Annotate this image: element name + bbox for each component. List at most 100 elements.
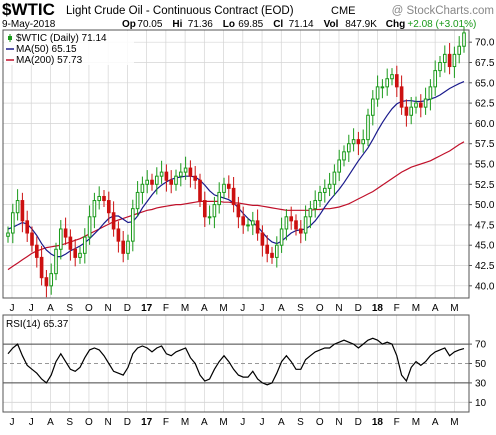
quote-label-vol: Vol <box>324 19 339 30</box>
price-candle <box>82 228 87 264</box>
rsi-label: RSI(14) 65.37 <box>6 319 69 330</box>
price-x-tick-label: A <box>47 303 54 314</box>
price-x-tick-label: J <box>10 303 15 314</box>
price-candle <box>255 209 260 241</box>
price-x-tick-label: 17 <box>141 303 153 314</box>
price-candle <box>154 167 159 195</box>
price-candle <box>145 170 150 194</box>
price-candle <box>409 97 414 125</box>
price-candle <box>250 211 255 236</box>
price-candle <box>10 203 15 244</box>
price-candle <box>342 145 346 167</box>
legend-background <box>4 31 134 65</box>
rsi-x-tick-label: S <box>66 417 73 428</box>
price-y-tick-label: 70.0 <box>475 38 495 49</box>
rsi-x-tick-label: A <box>432 417 439 428</box>
quote-value-chg: +2.08 (+3.01%) <box>407 19 476 30</box>
price-candle <box>126 234 130 260</box>
price-x-axis: J J A S O N D 17 F M A M J J A S O N D 18 F M A M <box>10 303 459 314</box>
quote-value-vol: 847.9K <box>345 19 377 30</box>
rsi-x-tick-label: 18 <box>372 417 384 428</box>
price-candle <box>30 226 34 252</box>
price-candle <box>198 173 202 208</box>
rsi-x-tick-label: A <box>201 417 208 428</box>
price-x-tick-label: N <box>335 303 342 314</box>
price-candle <box>58 220 63 260</box>
price-candle <box>438 55 442 78</box>
rsi-x-tick-label: J <box>240 417 245 428</box>
price-y-tick-label: 67.5 <box>475 58 495 69</box>
legend-entry-ma50: MA(50) 65.15 <box>6 44 77 55</box>
exchange-label: CME <box>331 5 355 17</box>
price-x-tick-label: A <box>278 303 285 314</box>
rsi-x-tick-label: D <box>124 417 131 428</box>
price-candle <box>111 201 116 237</box>
price-candle <box>222 177 226 199</box>
quote-label-hi: Hi <box>172 19 182 30</box>
price-candle <box>433 60 438 96</box>
price-x-tick-label: M <box>412 303 420 314</box>
price-candle <box>332 164 337 196</box>
rsi-x-axis: J J A S O N D 17 F M A M J J A S O N D 18 F M A M <box>10 417 459 428</box>
price-candle <box>327 172 332 197</box>
price-candle <box>404 99 409 127</box>
price-x-tick-label: N <box>105 303 112 314</box>
price-candle <box>337 149 342 182</box>
price-candles <box>6 26 466 298</box>
quote-value-cl: 71.14 <box>289 19 314 30</box>
price-x-tick-label: M <box>450 303 458 314</box>
price-y-tick-label: 62.5 <box>475 99 495 110</box>
price-candle <box>457 36 462 64</box>
price-candle <box>370 90 375 126</box>
price-y-tick-label: 65.0 <box>475 78 495 89</box>
price-candle <box>121 231 126 263</box>
rsi-x-tick-label: M <box>219 417 227 428</box>
rsi-y-tick-label: 50 <box>475 359 487 370</box>
price-y-tick-label: 55.0 <box>475 160 495 171</box>
quote-label-chg: Chg <box>386 19 405 30</box>
legend-entry-price: $WTIC (Daily) 71.14 <box>8 33 107 44</box>
price-candle <box>294 214 298 236</box>
price-candle <box>106 191 111 223</box>
ma50-path <box>7 81 465 258</box>
price-candle <box>385 68 390 96</box>
price-candle <box>298 220 303 244</box>
price-candle <box>303 205 308 241</box>
price-x-tick-label: J <box>240 303 245 314</box>
price-x-tick-label: S <box>297 303 304 314</box>
price-x-tick-label: O <box>85 303 93 314</box>
price-candle <box>428 79 433 111</box>
price-y-tick-label: 40.0 <box>475 281 495 292</box>
price-x-tick-label: F <box>394 303 400 314</box>
legend-entry-ma200: MA(200) 57.73 <box>6 55 83 66</box>
price-candle <box>130 199 135 252</box>
price-candle <box>313 190 318 218</box>
price-candle <box>116 221 121 253</box>
price-candle <box>442 45 447 73</box>
price-candle <box>39 246 44 286</box>
quote-label-cl: Cl <box>273 19 283 30</box>
rsi-x-tick-label: N <box>105 417 112 428</box>
legend-label-ma50: MA(50) 65.15 <box>16 44 77 55</box>
rsi-x-tick-label: N <box>335 417 342 428</box>
price-candle <box>289 206 294 230</box>
rsi-path <box>7 337 465 386</box>
price-y-tick-label: 45.0 <box>475 241 495 252</box>
price-x-tick-label: S <box>66 303 73 314</box>
price-candle <box>394 65 399 97</box>
price-y-tick-label: 52.5 <box>475 180 495 191</box>
price-candle <box>63 217 68 245</box>
price-candle <box>140 176 145 204</box>
rsi-x-tick-label: M <box>412 417 420 428</box>
quote-value-lo: 69.85 <box>238 19 263 30</box>
ma50-line <box>7 81 465 258</box>
rsi-x-tick-label: J <box>10 417 15 428</box>
price-candle <box>6 226 10 243</box>
instrument-description: Light Crude Oil - Continuous Contract (E… <box>66 5 294 17</box>
price-candle <box>284 209 289 241</box>
price-y-tick-label: 60.0 <box>475 119 495 130</box>
price-candle <box>15 189 20 221</box>
price-candle <box>202 191 207 227</box>
quote-row: Op 70.05 Hi 71.36 Lo 69.85 Cl 71.14 Vol 847.9K Chg… <box>122 19 476 30</box>
quote-label-lo: Lo <box>223 19 235 30</box>
